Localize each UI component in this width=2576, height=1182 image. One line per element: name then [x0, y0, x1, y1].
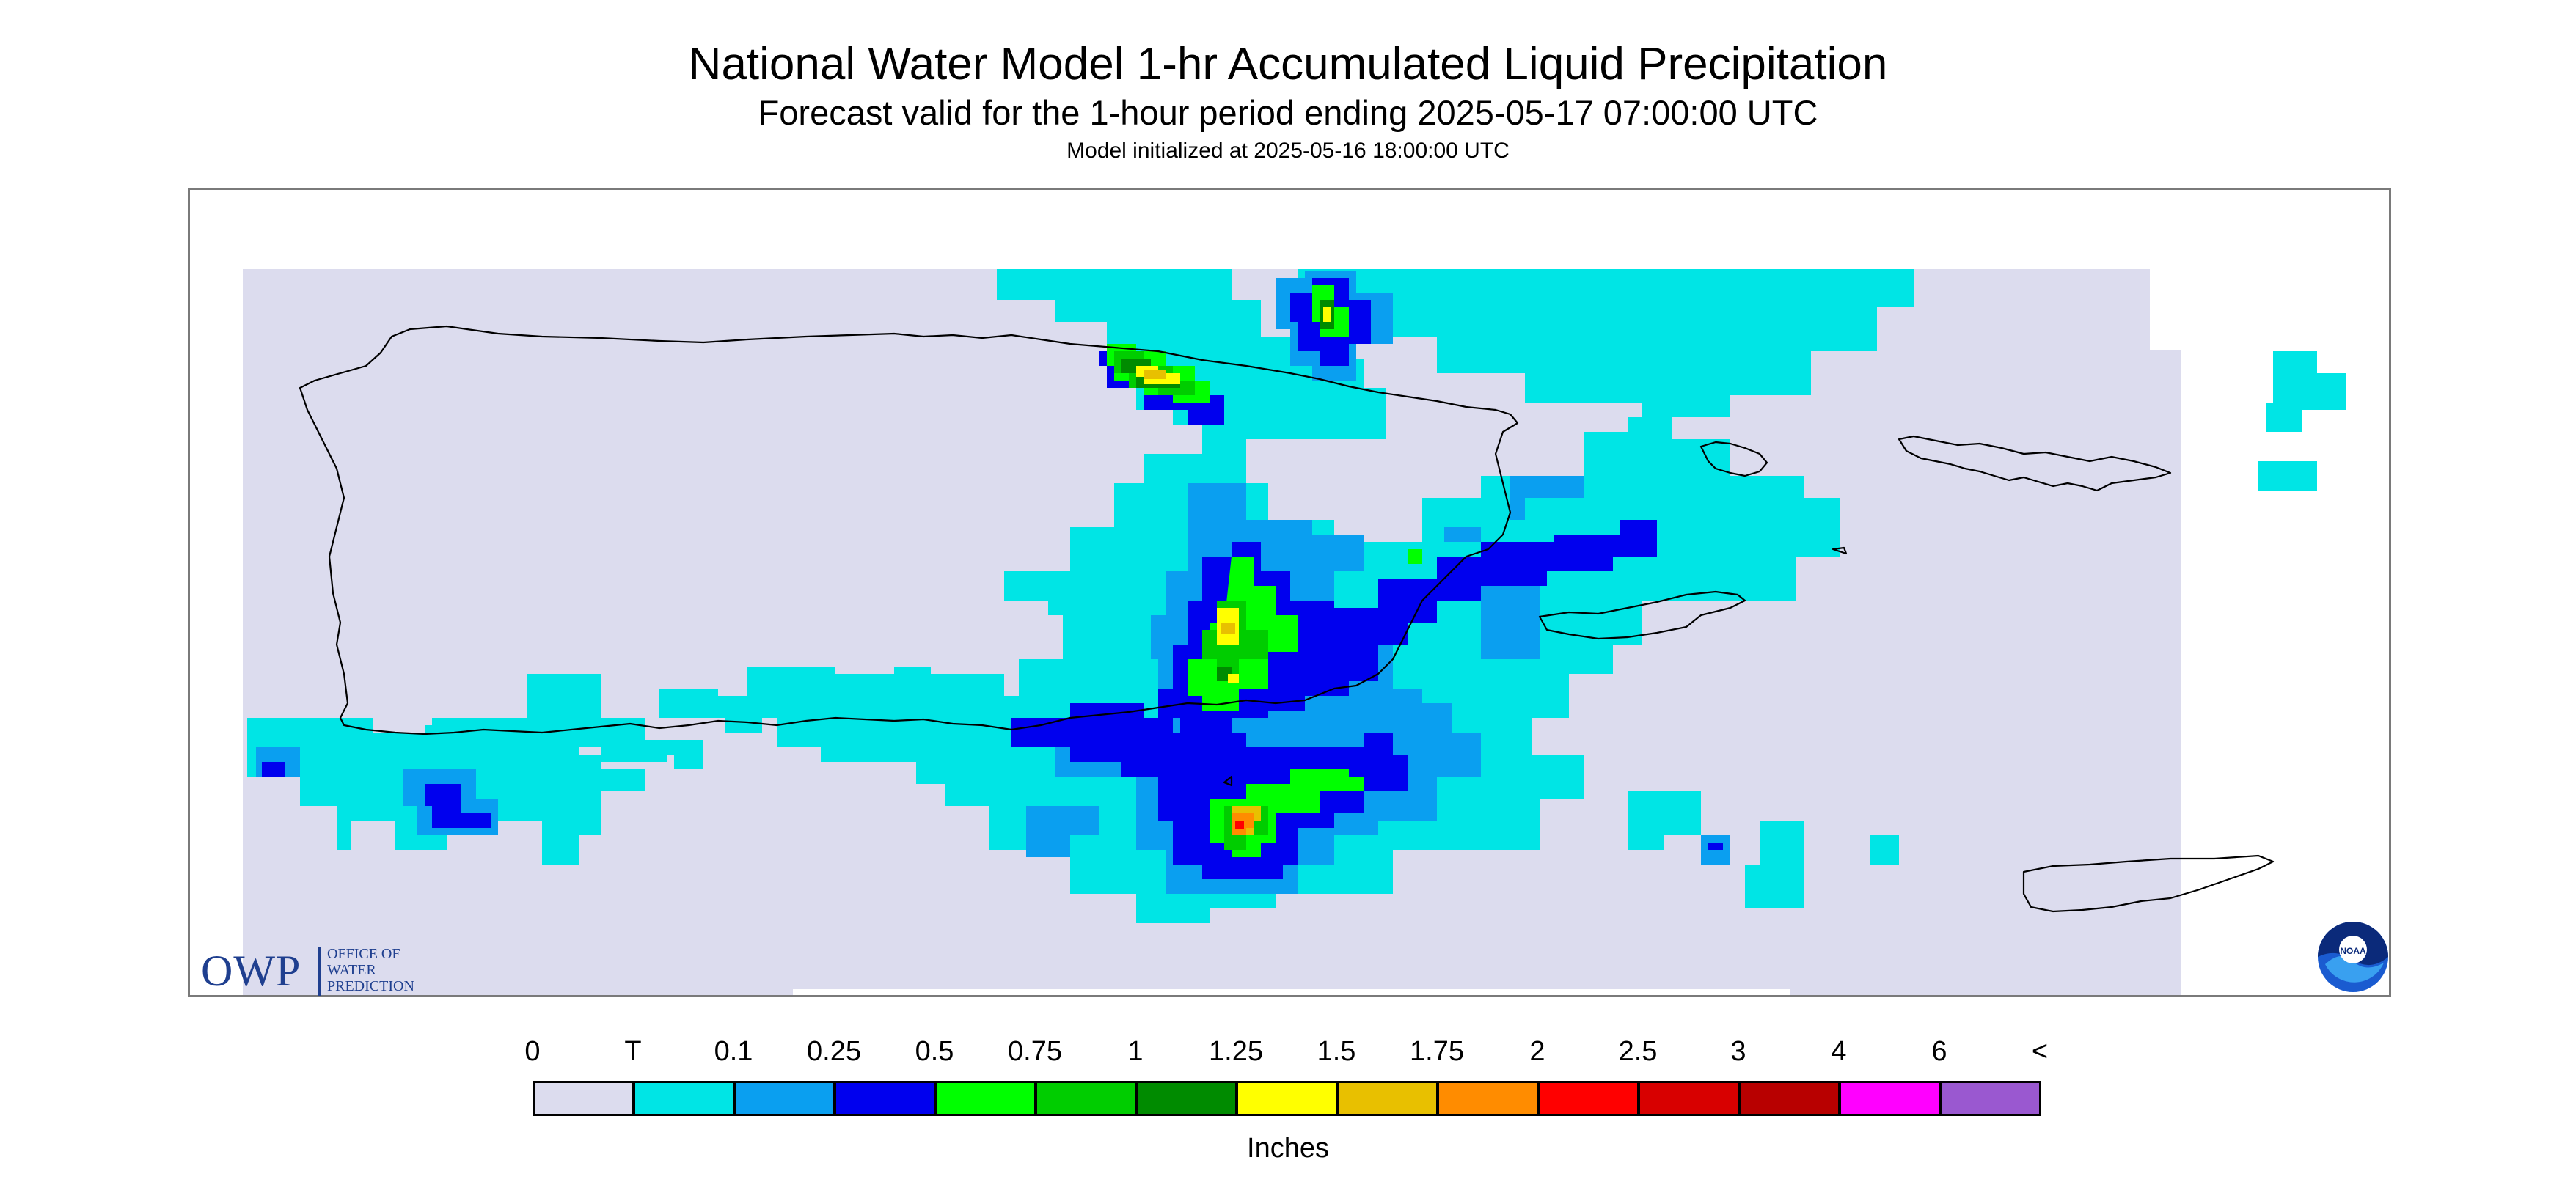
legend-label: T: [624, 1036, 642, 1067]
legend-label: 6: [1931, 1036, 1947, 1067]
model-init-line: Model initialized at 2025-05-16 18:00:00…: [1066, 139, 1510, 163]
owp-logo-divider: [318, 947, 321, 996]
legend-swatch: [1035, 1081, 1137, 1116]
legend-swatch: [1537, 1081, 1639, 1116]
legend-swatch: [1135, 1081, 1237, 1116]
owp-logo-line-2: WATER: [327, 962, 376, 978]
legend-label: 1.75: [1410, 1036, 1464, 1067]
legend-label: 0.25: [807, 1036, 861, 1067]
owp-logo-text: OFFICE OF WATER PREDICTION: [327, 946, 414, 994]
legend-label: 2: [1529, 1036, 1545, 1067]
map-frame: [188, 188, 2391, 997]
precipitation-map: [243, 269, 2346, 995]
legend-swatch: [633, 1081, 735, 1116]
legend-label: 3: [1730, 1036, 1746, 1067]
legend-swatch: [1437, 1081, 1539, 1116]
puerto-rico-outline: [299, 325, 1519, 735]
legend-swatch: [934, 1081, 1036, 1116]
legend-label: 0: [524, 1036, 541, 1067]
legend-swatch: [1738, 1081, 1840, 1116]
legend-swatch: [1236, 1081, 1338, 1116]
legend-swatch: [834, 1081, 936, 1116]
legend-label: 4: [1831, 1036, 1847, 1067]
legend-swatch: [1336, 1081, 1438, 1116]
map-subtitle: Forecast valid for the 1-hour period end…: [758, 93, 1818, 132]
owp-logo-mark: OWP: [201, 947, 301, 995]
legend-swatch: [1839, 1081, 1941, 1116]
legend-swatch: [533, 1081, 634, 1116]
legend-label: 0.1: [714, 1036, 753, 1067]
white-strip-bottom: [243, 988, 793, 995]
legend-swatch: [1638, 1081, 1740, 1116]
legend-label: <: [2031, 1036, 2049, 1067]
legend-swatch: [1939, 1081, 2041, 1116]
noaa-logo-text: NOAA: [2340, 946, 2366, 956]
owp-logo-line-3: PREDICTION: [327, 978, 414, 994]
precip-0.25-areas: [262, 278, 1723, 879]
map-title: National Water Model 1-hr Accumulated Li…: [688, 39, 1888, 89]
noaa-logo: NOAA: [2318, 922, 2388, 992]
legend-label: 1: [1127, 1036, 1144, 1067]
st-thomas-stjohn-outline: [1898, 435, 2172, 492]
legend-label: 0.5: [915, 1036, 954, 1067]
precip-2.5-area: [1235, 821, 1244, 829]
legend-units: Inches: [1247, 1133, 1329, 1164]
st-croix-outline: [2022, 854, 2275, 913]
legend-label: 0.75: [1008, 1036, 1062, 1067]
culebra-outline: [1699, 441, 1768, 477]
vieques-outline: [1538, 590, 1746, 640]
legend-swatch: [733, 1081, 835, 1116]
legend-label: 2.5: [1618, 1036, 1658, 1067]
legend-label: 1.5: [1317, 1036, 1356, 1067]
legend-label: 1.25: [1209, 1036, 1263, 1067]
coastline-outlines: [299, 325, 2275, 913]
owp-logo-line-1: OFFICE OF: [327, 946, 400, 962]
